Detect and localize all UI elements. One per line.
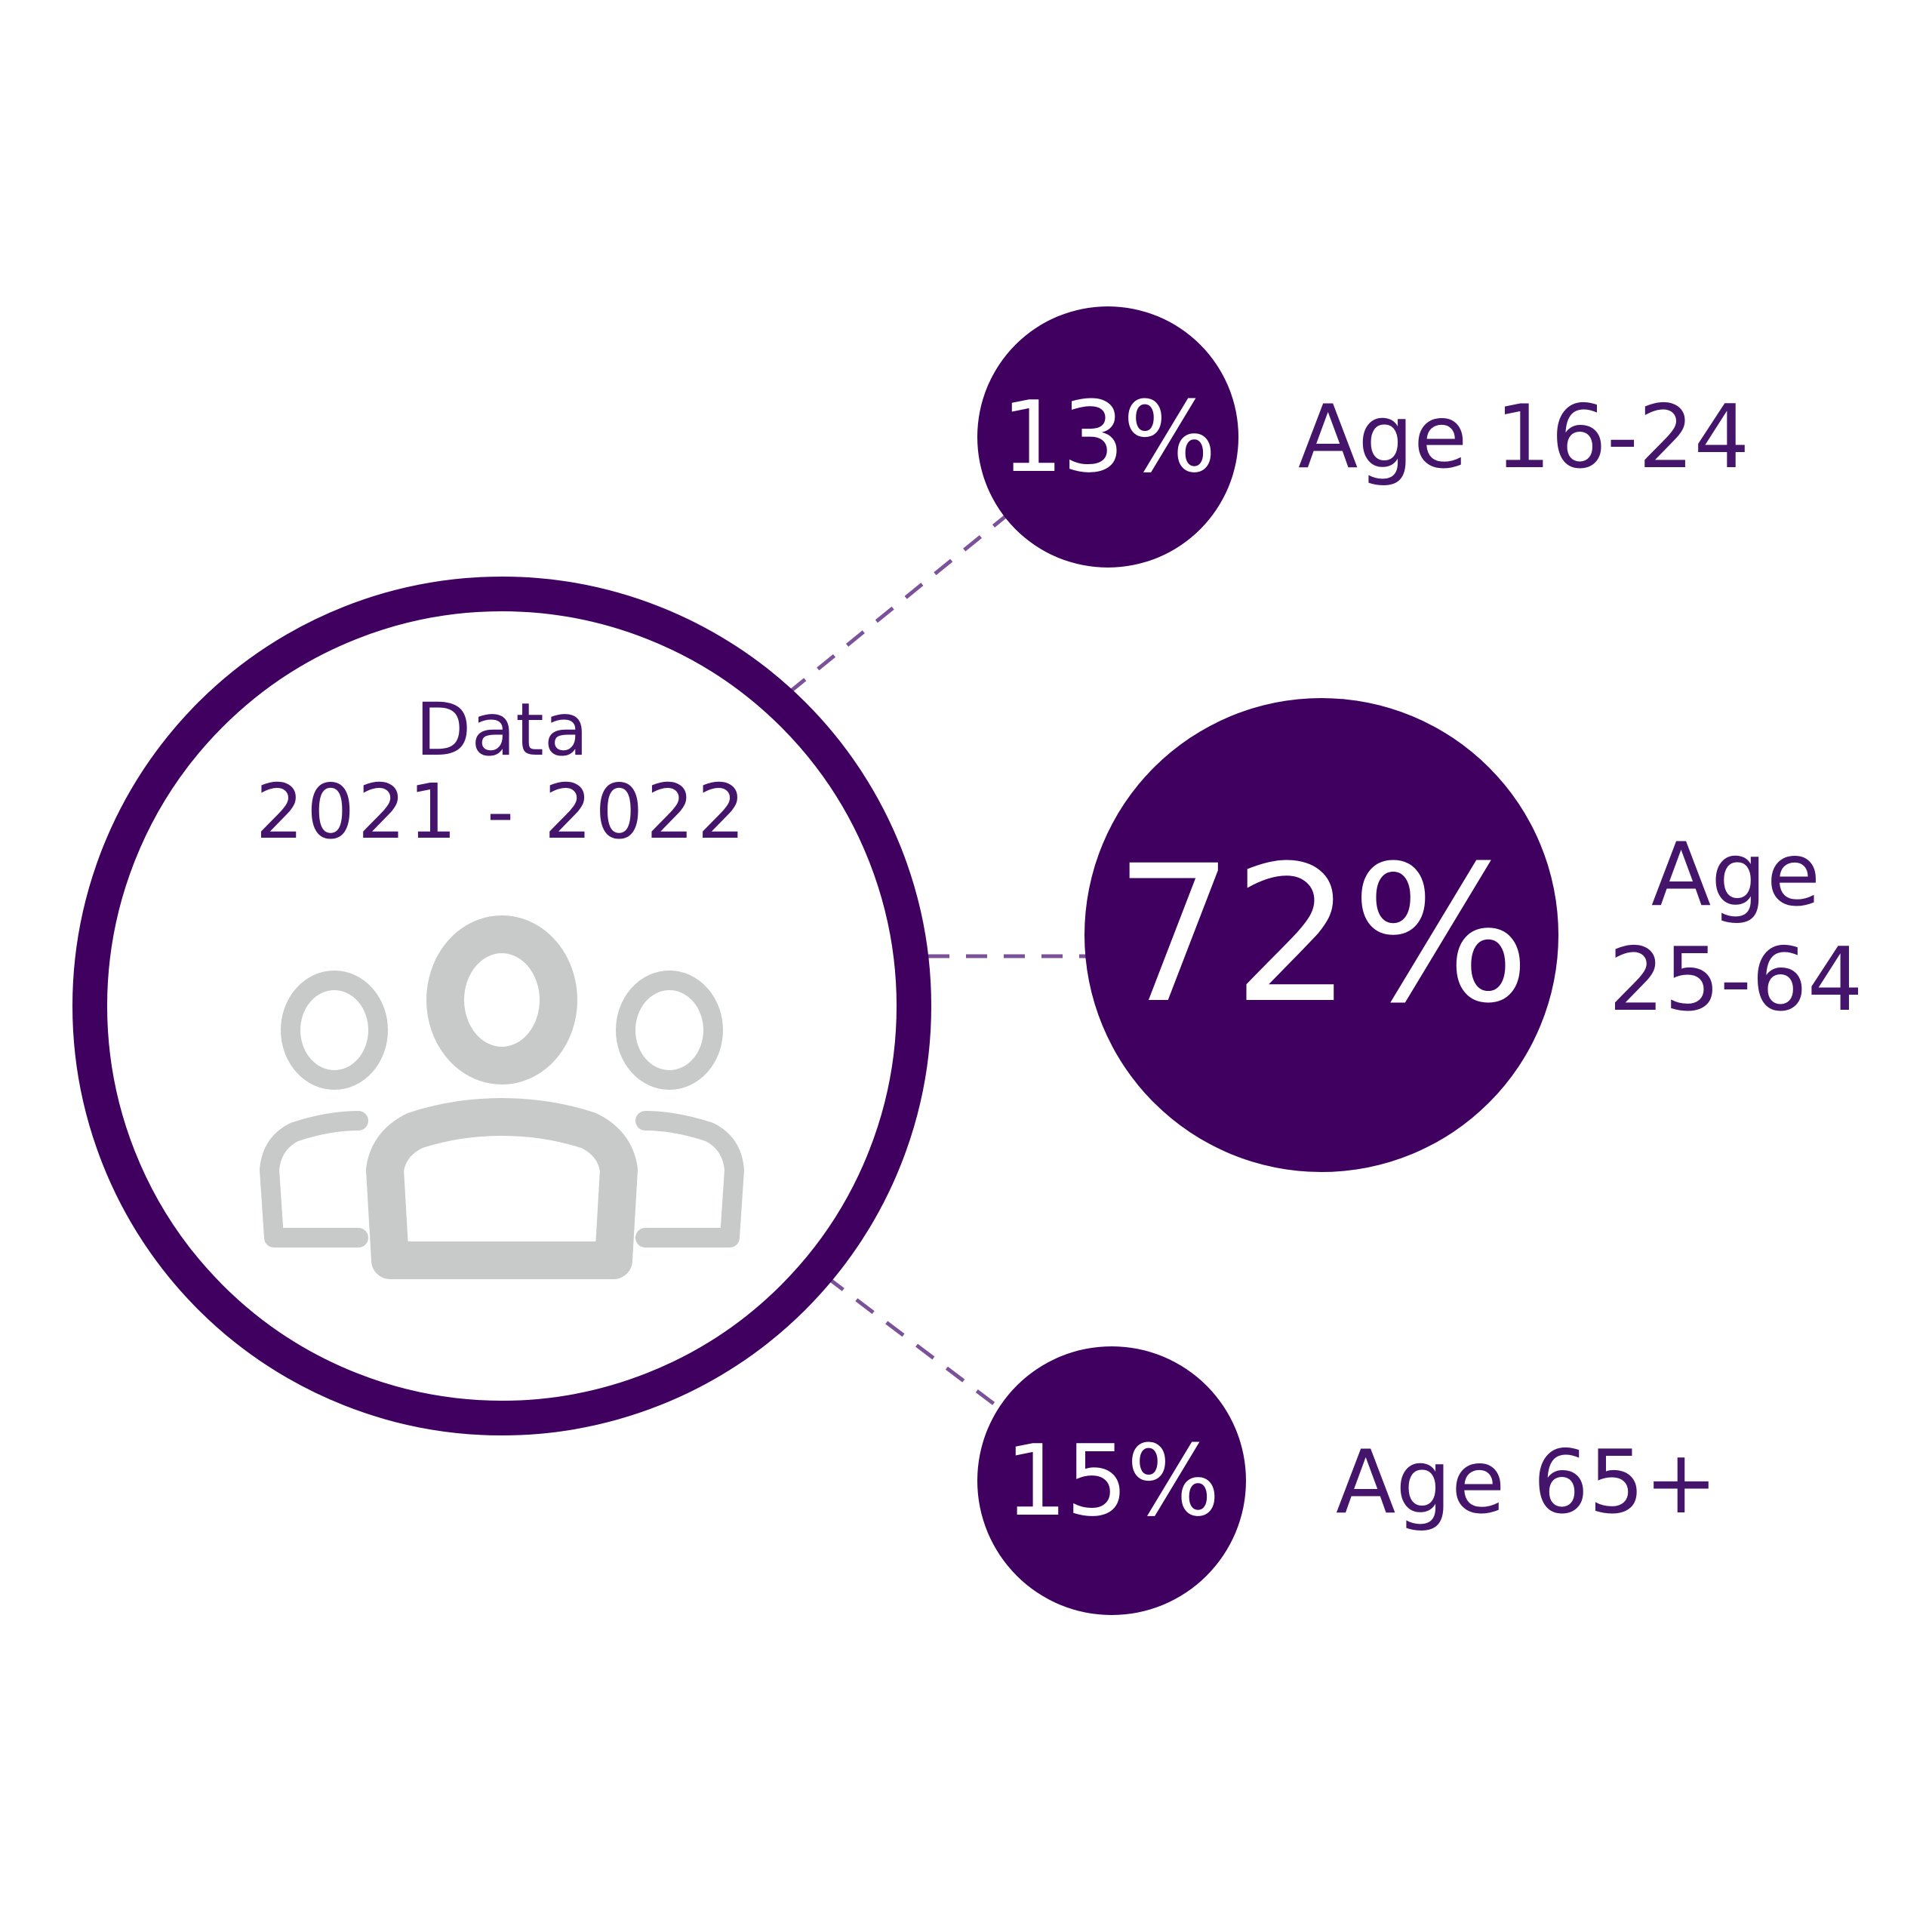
connector-16-24 (787, 510, 1013, 694)
bubble-65-plus: 15% (977, 1346, 1246, 1615)
bubble-25-64: 72% (1084, 698, 1558, 1172)
label-16-24: Age 16-24 (1298, 386, 1750, 488)
connector-65-plus (825, 1275, 1005, 1413)
label-65-plus: Age 65+ (1336, 1432, 1718, 1534)
people-group-icon (260, 915, 744, 1279)
label-25-64-line2: 25-64 (1608, 929, 1863, 1032)
bubble-16-24: 13% (977, 306, 1238, 568)
percent-65-plus: 15% (1004, 1423, 1220, 1538)
percent-16-24: 13% (1001, 380, 1217, 494)
center-title: Data 2021 - 2022 (226, 688, 777, 856)
title-label: Data (415, 688, 589, 772)
period-label: 2021 - 2022 (255, 767, 749, 856)
label-25-64: Age 25-64 (1600, 823, 1872, 1032)
percent-25-64: 72% (1114, 825, 1531, 1044)
label-25-64-line1: Age (1651, 824, 1821, 926)
